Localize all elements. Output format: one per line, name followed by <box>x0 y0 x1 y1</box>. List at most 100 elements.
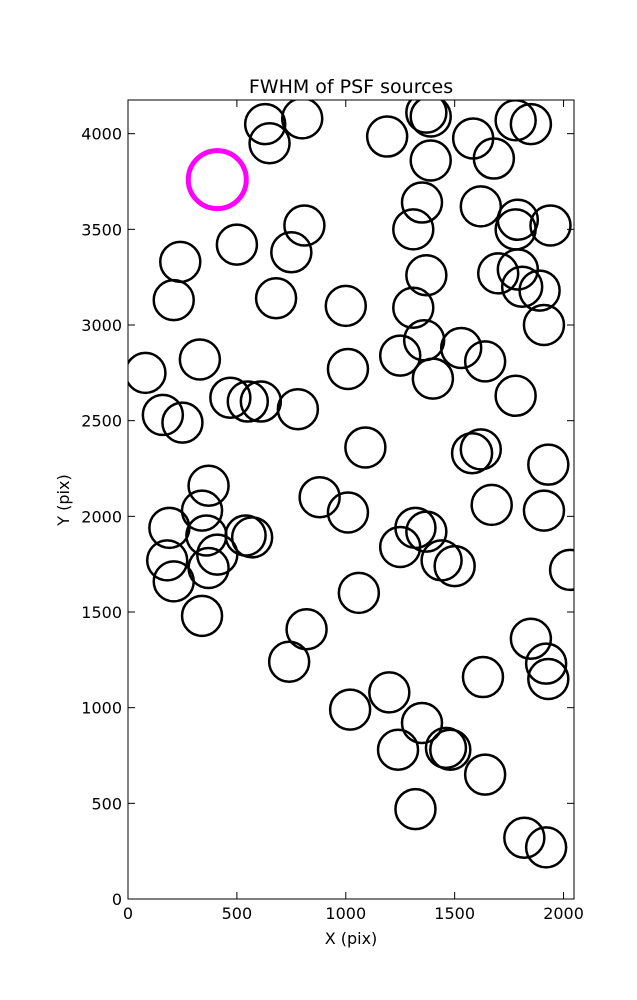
reference-circle <box>185 148 249 212</box>
source-circle <box>378 334 422 377</box>
source-circle <box>463 340 507 383</box>
source-circle <box>152 560 195 603</box>
source-circle <box>424 726 468 770</box>
source-circle <box>405 254 448 297</box>
x-tick-label: 1500 <box>434 904 475 923</box>
source-circle <box>524 826 568 869</box>
source-circle <box>529 204 572 247</box>
source-circle <box>394 787 437 831</box>
source-circle <box>518 269 561 312</box>
source-circle <box>209 376 252 419</box>
x-tick-label: 0 <box>123 904 133 923</box>
y-tick-label: 500 <box>91 794 122 813</box>
source-circle <box>376 728 420 772</box>
source-circle <box>503 816 546 860</box>
axis-ticks: 0 500 1000 1500 2000 0 500 1000 1500 2000 2500 3000… <box>81 100 584 923</box>
source-circle <box>254 276 298 320</box>
source-circle <box>283 204 326 247</box>
source-circle <box>285 607 328 651</box>
source-circle <box>405 100 448 134</box>
y-tick-label: 3500 <box>81 220 122 239</box>
source-circle <box>459 185 503 228</box>
source-circle <box>405 510 448 553</box>
source-circle <box>270 231 313 274</box>
source-circle <box>476 252 520 295</box>
source-circle <box>326 491 370 534</box>
source-circle <box>267 640 311 683</box>
source-circle <box>196 533 239 576</box>
source-circle <box>409 139 452 182</box>
source-circle <box>522 303 566 347</box>
y-tick-label: 0 <box>112 890 122 909</box>
y-tick-label: 1500 <box>81 603 122 622</box>
source-circle <box>326 347 370 391</box>
source-circle <box>178 338 222 381</box>
source-circle <box>411 357 455 400</box>
source-circle <box>180 594 224 638</box>
source-circle <box>239 380 283 423</box>
source-circle <box>243 102 287 146</box>
source-circle <box>368 671 411 714</box>
plot-frame <box>127 99 575 900</box>
source-circle <box>187 464 230 507</box>
source-circle <box>548 548 574 592</box>
source-circle <box>161 401 204 444</box>
source-circle <box>527 657 570 701</box>
source-circle <box>159 240 202 284</box>
source-circle <box>400 701 444 745</box>
y-tick-label: 4000 <box>81 125 122 144</box>
source-circle <box>378 525 422 569</box>
source-circle <box>470 483 513 527</box>
source-circle <box>522 489 566 532</box>
source-circle <box>298 475 341 519</box>
source-circle <box>152 278 195 322</box>
reference-marker <box>185 148 249 212</box>
source-circle <box>392 286 435 330</box>
source-circle <box>459 428 503 471</box>
source-markers <box>128 100 574 869</box>
source-circle <box>128 351 167 395</box>
source-circle <box>337 571 381 615</box>
x-tick-label: 500 <box>222 904 253 923</box>
y-tick-label: 1000 <box>81 699 122 718</box>
source-circle <box>439 326 483 370</box>
source-circle <box>280 100 324 140</box>
source-circle <box>429 728 472 772</box>
source-circle <box>392 208 435 251</box>
y-tick-label: 2000 <box>81 507 122 526</box>
source-circle <box>141 393 185 437</box>
source-circle <box>328 688 372 731</box>
chart-title: FWHM of PSF sources <box>249 76 453 98</box>
source-circle <box>400 181 444 224</box>
x-axis-label: X (pix) <box>325 929 378 948</box>
source-circle <box>463 753 507 796</box>
y-axis-label: Y (pix) <box>54 474 73 526</box>
source-circle <box>500 265 544 308</box>
source-circle <box>527 443 570 486</box>
source-circle <box>344 426 387 469</box>
source-circle <box>215 223 259 266</box>
source-circle <box>226 380 270 423</box>
x-tick-label: 2000 <box>543 904 584 923</box>
source-circle <box>450 431 494 475</box>
source-circle <box>433 544 476 588</box>
y-tick-label: 3000 <box>81 316 122 335</box>
source-circle <box>276 387 320 431</box>
source-circle <box>494 100 537 142</box>
source-circle <box>494 374 537 418</box>
source-circle <box>180 489 224 532</box>
source-circle <box>509 102 553 146</box>
source-circle <box>324 284 368 328</box>
x-tick-label: 1000 <box>325 904 366 923</box>
source-circle <box>145 539 189 582</box>
source-circle <box>461 655 505 699</box>
source-circle <box>409 100 452 138</box>
source-circle <box>509 617 553 661</box>
source-circle <box>365 115 409 158</box>
source-circle <box>472 137 516 180</box>
y-tick-label: 2500 <box>81 412 122 431</box>
source-circle <box>524 642 568 685</box>
source-circle <box>148 506 191 550</box>
source-circle <box>248 121 291 165</box>
